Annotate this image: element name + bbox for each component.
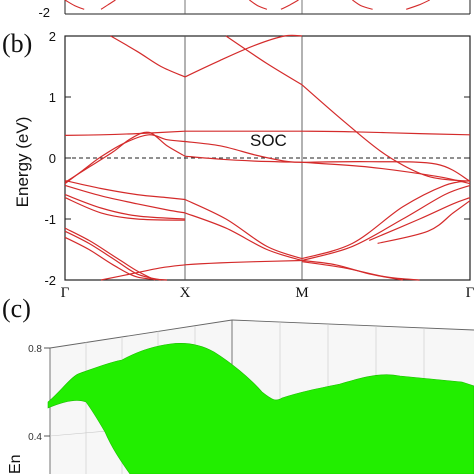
panel-c-back-edge [49,319,233,349]
top-band-line-3 [280,0,299,10]
band-line-22 [377,200,471,244]
panel-c-label: (c) [2,294,31,323]
panel-b-bands [64,34,471,281]
panel-b-label: (b) [2,29,32,58]
band-line-26 [100,264,186,281]
panel-top-bands [64,0,430,10]
band-line-0 [64,130,186,136]
band-line-7 [301,161,471,182]
ztick-label: 0.4 [28,432,42,443]
top-band-line-4 [352,0,373,10]
panel-top-ytick-label: -2 [38,5,50,20]
band-line-20 [64,197,186,221]
band-line-4 [64,134,186,185]
band-line-2 [301,130,471,136]
band-line-13 [64,180,186,201]
band-line-9 [110,35,186,78]
xtick-label: X [180,285,191,301]
panel-b: -2 -1 0 1 2 Γ X M Γ (b) SOC Energy (eV) [2,29,474,301]
band-line-27 [184,259,303,266]
band-line-14 [64,184,186,214]
ytick-label: 1 [49,90,56,105]
panel-c-zlabel: En [7,454,24,474]
band-line-11 [225,35,303,86]
ytick-label: -2 [44,273,56,288]
soc-annotation: SOC [250,131,287,150]
ztick-label: 0.8 [28,344,42,355]
panel-b-yticks: -2 -1 0 1 2 [44,29,470,288]
band-line-8 [301,161,471,185]
band-line-29 [301,261,420,281]
band-line-23 [64,227,156,281]
ytick-label: 2 [49,29,56,44]
band-line-6 [184,155,303,163]
top-band-line-1 [100,0,116,10]
xtick-label: Γ [61,285,70,301]
energy-surface [47,342,474,474]
band-line-25 [64,236,168,281]
band-line-19 [64,194,186,220]
band-line-15 [184,198,303,260]
band-line-24 [64,230,162,281]
ytick-label: -1 [44,212,56,227]
band-line-16 [184,212,303,262]
band-line-12 [301,84,471,182]
xtick-label: Γ [466,285,474,301]
panel-top-partial: -2 [38,0,471,20]
top-band-line-0 [64,0,85,10]
band-line-17 [301,180,471,260]
panel-b-ylabel: Energy (eV) [13,117,32,208]
band-line-10 [184,34,303,78]
ytick-label: 0 [49,151,56,166]
top-band-line-2 [249,0,268,10]
band-line-21 [368,197,471,241]
band-line-18 [301,184,471,262]
panel-c: (c) 0.8 0.4 En [2,294,474,474]
top-band-line-5 [406,0,430,10]
panel-c-zticks: 0.8 0.4 [28,344,50,443]
panel-c-back-edge-2 [231,319,474,331]
band-line-3 [64,131,186,183]
xtick-label: M [295,285,308,301]
